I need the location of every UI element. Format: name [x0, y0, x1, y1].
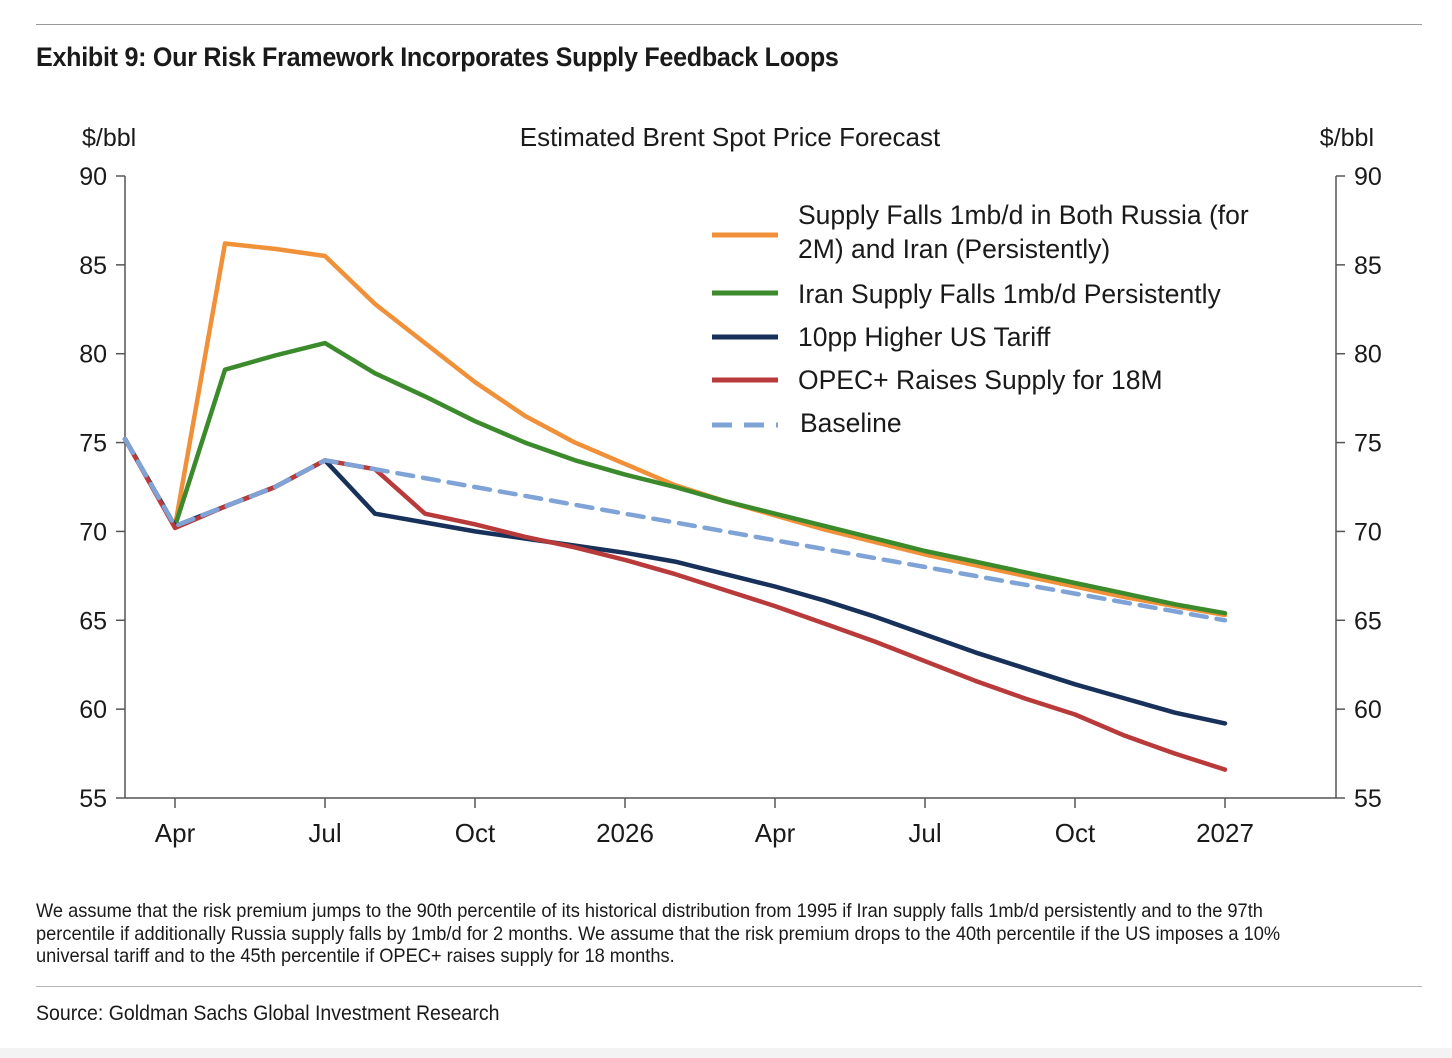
y-axis-unit-right: $/bbl — [1320, 124, 1374, 152]
y-tick-label-right: 65 — [1354, 607, 1382, 635]
series-line-1 — [122, 340, 1228, 616]
x-tick-label: 2026 — [596, 818, 654, 848]
legend-label-3: OPEC+ Raises Supply for 18M — [798, 365, 1163, 395]
bottom-rule — [36, 986, 1422, 987]
y-tick-label-left: 60 — [79, 696, 107, 724]
y-tick-label-left: 70 — [79, 518, 107, 546]
page-bottom-strip — [0, 1048, 1452, 1058]
y-tick-label-left: 65 — [79, 607, 107, 635]
legend-label-0: 2M) and Iran (Persistently) — [798, 234, 1110, 264]
chart-svg: 55 55 60 60 65 65 70 70 75 75 80 80 85 85 90 90 Apr Jul Oc… — [79, 122, 1382, 848]
x-tick-label: Apr — [155, 818, 196, 848]
source-line: Source: Goldman Sachs Global Investment … — [36, 1002, 500, 1025]
y-tick-label-left: 75 — [79, 430, 107, 458]
y-tick-label-right: 55 — [1354, 785, 1382, 813]
top-rule — [36, 24, 1422, 25]
x-tick-label: Jul — [908, 818, 941, 848]
chart-title: Estimated Brent Spot Price Forecast — [520, 122, 941, 152]
y-axis-unit-left: $/bbl — [82, 124, 136, 152]
y-tick-label-right: 60 — [1354, 696, 1382, 724]
exhibit-title: Exhibit 9: Our Risk Framework Incorporat… — [36, 42, 839, 72]
legend-label-1: Iran Supply Falls 1mb/d Persistently — [798, 279, 1221, 309]
legend-label-2: 10pp Higher US Tariff — [798, 322, 1051, 352]
legend-label-0: Supply Falls 1mb/d in Both Russia (for — [798, 200, 1249, 230]
y-tick-label-left: 55 — [79, 785, 107, 813]
x-tick-label: 2027 — [1196, 818, 1254, 848]
x-tick-label: Oct — [455, 818, 496, 848]
y-tick-label-right: 75 — [1354, 430, 1382, 458]
y-tick-label-left: 85 — [79, 252, 107, 280]
y-tick-label-right: 90 — [1354, 163, 1382, 191]
y-tick-label-right: 80 — [1354, 341, 1382, 369]
x-tick-label: Jul — [308, 818, 341, 848]
brent-forecast-chart: 55 55 60 60 65 65 70 70 75 75 80 80 85 85 90 90 Apr Jul Oc… — [0, 100, 1452, 880]
legend-label-4: Baseline — [800, 408, 902, 438]
y-tick-label-right: 70 — [1354, 518, 1382, 546]
y-tick-label-left: 90 — [79, 163, 107, 191]
x-tick-label: Apr — [755, 818, 796, 848]
chart-footnote: We assume that the risk premium jumps to… — [36, 900, 1281, 967]
x-tick-label: Oct — [1055, 818, 1096, 848]
y-tick-label-right: 85 — [1354, 252, 1382, 280]
y-tick-label-left: 80 — [79, 341, 107, 369]
series-line-4 — [122, 436, 1228, 623]
